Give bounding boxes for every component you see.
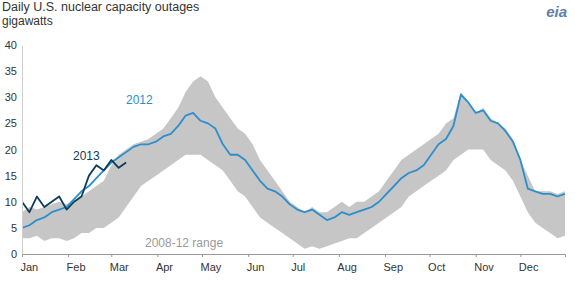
x-tick: Feb bbox=[67, 254, 86, 273]
x-tick-label: Jun bbox=[247, 261, 265, 273]
x-tick-label: Dec bbox=[519, 261, 539, 273]
chart: Daily U.S. nuclear capacity outagesgigaw… bbox=[0, 0, 575, 289]
y-tick-label: 0 bbox=[11, 248, 17, 260]
y-tick: 15 bbox=[5, 170, 22, 182]
x-tick-mark bbox=[339, 254, 340, 257]
y-tick: 10 bbox=[5, 196, 22, 208]
x-tick: May bbox=[201, 254, 222, 273]
x-tick-label: Feb bbox=[67, 261, 86, 273]
x-tick: Jun bbox=[247, 254, 265, 273]
series-label: 2008-12 range bbox=[145, 236, 223, 250]
x-tick-mark bbox=[520, 254, 521, 257]
series-line bbox=[22, 160, 126, 212]
x-tick-mark bbox=[202, 254, 203, 257]
y-tick: 0 bbox=[11, 248, 22, 260]
y-tick-label: 20 bbox=[5, 144, 17, 156]
x-tick-mark bbox=[430, 254, 431, 257]
y-tick-label: 30 bbox=[5, 91, 17, 103]
y-tick: 5 bbox=[11, 222, 22, 234]
logo: eia bbox=[546, 3, 567, 20]
x-tick-label: Jul bbox=[291, 261, 305, 273]
y-tick-label: 25 bbox=[5, 117, 17, 129]
y-axis-line bbox=[22, 46, 23, 255]
x-tick-mark bbox=[385, 254, 386, 257]
x-tick: Sep bbox=[383, 254, 403, 273]
x-tick-label: Nov bbox=[474, 261, 494, 273]
x-tick: Jul bbox=[291, 254, 305, 273]
y-tick-label: 15 bbox=[5, 170, 17, 182]
x-axis: Jan Feb Mar Apr May Jun Jul Aug Sep Oct Nov Dec bbox=[21, 254, 566, 273]
x-tick-mark bbox=[476, 254, 477, 257]
x-tick-mark bbox=[293, 254, 294, 257]
x-tick-label: Sep bbox=[383, 261, 403, 273]
x-tick-label: Jan bbox=[21, 261, 39, 273]
x-tick-mark bbox=[68, 254, 69, 257]
x-tick-mark bbox=[111, 254, 112, 257]
y-tick: 35 bbox=[5, 65, 22, 77]
x-tick: Jan bbox=[21, 254, 39, 273]
x-tick: Apr bbox=[156, 254, 173, 273]
x-tick: Aug bbox=[337, 254, 357, 273]
x-tick-mark bbox=[157, 254, 158, 257]
y-tick: 20 bbox=[5, 144, 22, 156]
y-tick-label: 10 bbox=[5, 196, 17, 208]
y-tick: 30 bbox=[5, 91, 22, 103]
x-tick: Nov bbox=[474, 254, 494, 273]
y-tick-label: 5 bbox=[11, 222, 17, 234]
x-tick-label: Aug bbox=[337, 261, 357, 273]
y-tick: 25 bbox=[5, 117, 22, 129]
plot-area bbox=[22, 76, 565, 248]
y-tick-label: 35 bbox=[5, 65, 17, 77]
series-line bbox=[22, 95, 565, 228]
subtitle: gigawatts bbox=[2, 14, 53, 28]
x-tick: Oct bbox=[428, 254, 445, 273]
x-axis-line bbox=[23, 255, 566, 258]
y-tick: 40 bbox=[5, 39, 22, 51]
title: Daily U.S. nuclear capacity outages bbox=[2, 0, 199, 14]
x-tick-label: May bbox=[201, 261, 222, 273]
x-tick-label: Oct bbox=[428, 261, 445, 273]
y-axis: 0 5 10 15 20 25 30 35 40 bbox=[5, 39, 23, 260]
x-tick: Mar bbox=[110, 254, 129, 273]
x-tick-mark bbox=[248, 254, 249, 257]
x-tick: Dec bbox=[519, 254, 539, 273]
x-tick-label: Apr bbox=[156, 261, 173, 273]
y-tick-label: 40 bbox=[5, 39, 17, 51]
series-label: 2012 bbox=[126, 93, 153, 107]
series-label: 2013 bbox=[73, 149, 100, 163]
x-tick-label: Mar bbox=[110, 261, 129, 273]
range-area bbox=[22, 76, 565, 248]
